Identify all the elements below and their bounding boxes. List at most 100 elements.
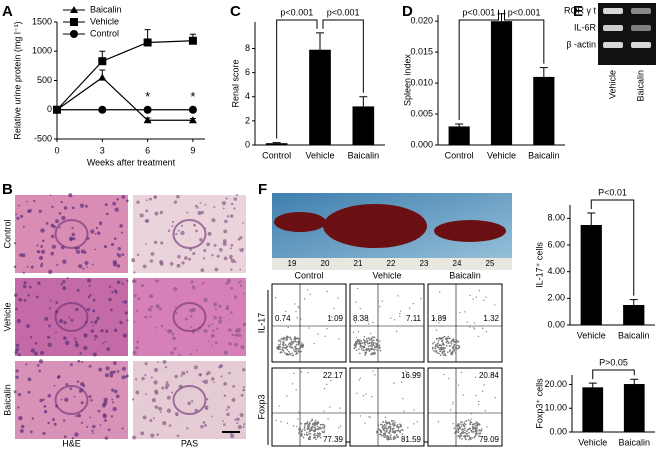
- nucleus: [230, 258, 236, 264]
- nucleus: [214, 341, 218, 345]
- event: [295, 310, 297, 313]
- panel-label: B: [2, 181, 13, 198]
- nucleus: [160, 241, 164, 245]
- event: [367, 342, 369, 345]
- nucleus: [141, 284, 144, 287]
- nucleus: [230, 268, 233, 271]
- event: [453, 338, 455, 341]
- nucleus: [76, 380, 80, 384]
- nucleus: [111, 290, 114, 294]
- event: [323, 410, 325, 412]
- quadrant-value: 0.74: [275, 314, 291, 323]
- event: [313, 435, 316, 437]
- nucleus: [44, 316, 49, 321]
- nucleus: [89, 416, 92, 419]
- nucleus: [223, 256, 228, 261]
- event: [474, 376, 477, 379]
- nucleus: [58, 226, 61, 229]
- nucleus: [30, 348, 35, 353]
- marker: [143, 105, 152, 114]
- event: [478, 423, 481, 426]
- nucleus: [40, 262, 44, 265]
- y-tick-label: 1000: [32, 46, 52, 56]
- event: [396, 435, 399, 438]
- event: [376, 346, 378, 348]
- gel-band: [631, 42, 651, 48]
- nucleus: [218, 316, 222, 320]
- nucleus: [207, 231, 212, 236]
- event: [469, 326, 471, 328]
- event: [377, 346, 380, 348]
- nucleus: [29, 430, 33, 434]
- nucleus: [201, 281, 205, 285]
- event: [448, 350, 451, 352]
- nucleus: [150, 305, 153, 308]
- nucleus: [122, 333, 128, 338]
- nucleus: [99, 424, 102, 426]
- nucleus: [112, 401, 115, 404]
- nucleus: [226, 215, 230, 218]
- nucleus: [90, 329, 94, 333]
- marker: [188, 36, 197, 45]
- quadrant-value: 77.39: [323, 435, 344, 444]
- event: [363, 342, 366, 345]
- nucleus: [147, 307, 152, 312]
- nucleus: [154, 405, 159, 409]
- nucleus: [236, 421, 239, 425]
- event: [293, 338, 295, 341]
- event: [472, 428, 474, 431]
- nucleus: [113, 389, 118, 394]
- nucleus: [63, 336, 67, 340]
- event: [376, 338, 378, 341]
- event: [363, 349, 365, 352]
- event: [435, 329, 438, 331]
- event: [285, 352, 288, 355]
- event: [294, 340, 296, 343]
- nucleus: [23, 299, 27, 302]
- event: [355, 343, 358, 346]
- event: [384, 427, 387, 429]
- legend-label: Control: [90, 28, 119, 38]
- nucleus: [230, 243, 234, 247]
- nucleus: [49, 299, 52, 302]
- nucleus: [169, 262, 174, 266]
- event: [300, 345, 302, 348]
- event: [292, 354, 295, 357]
- event: [398, 425, 400, 428]
- nucleus: [93, 320, 98, 324]
- nucleus: [13, 390, 17, 394]
- nucleus: [216, 254, 220, 258]
- nucleus: [120, 231, 123, 234]
- event: [301, 429, 303, 431]
- nucleus: [112, 361, 117, 365]
- event: [289, 337, 292, 340]
- event: [392, 423, 394, 426]
- nucleus: [135, 390, 140, 395]
- nucleus: [214, 267, 219, 272]
- event: [449, 341, 451, 344]
- quadrant-value: 1.89: [431, 314, 447, 323]
- event: [338, 338, 340, 340]
- nucleus: [153, 367, 159, 373]
- event: [386, 435, 389, 437]
- event: [460, 425, 463, 428]
- event: [306, 422, 309, 425]
- event: [365, 393, 367, 395]
- nucleus: [122, 366, 126, 371]
- event: [492, 372, 495, 375]
- y-tick-label: 6: [245, 67, 250, 77]
- comparison-bracket: [590, 199, 635, 296]
- y-tick-label: 8: [245, 43, 250, 53]
- nucleus: [241, 368, 246, 372]
- event: [473, 426, 475, 429]
- event: [298, 338, 301, 340]
- event: [307, 289, 309, 291]
- event: [296, 347, 298, 350]
- nucleus: [166, 408, 172, 413]
- nucleus: [177, 229, 180, 232]
- nucleus: [33, 199, 36, 203]
- band-label: ROR γ t: [564, 5, 597, 15]
- nucleus: [96, 316, 100, 320]
- event: [432, 342, 434, 345]
- column-label: PAS: [181, 438, 198, 448]
